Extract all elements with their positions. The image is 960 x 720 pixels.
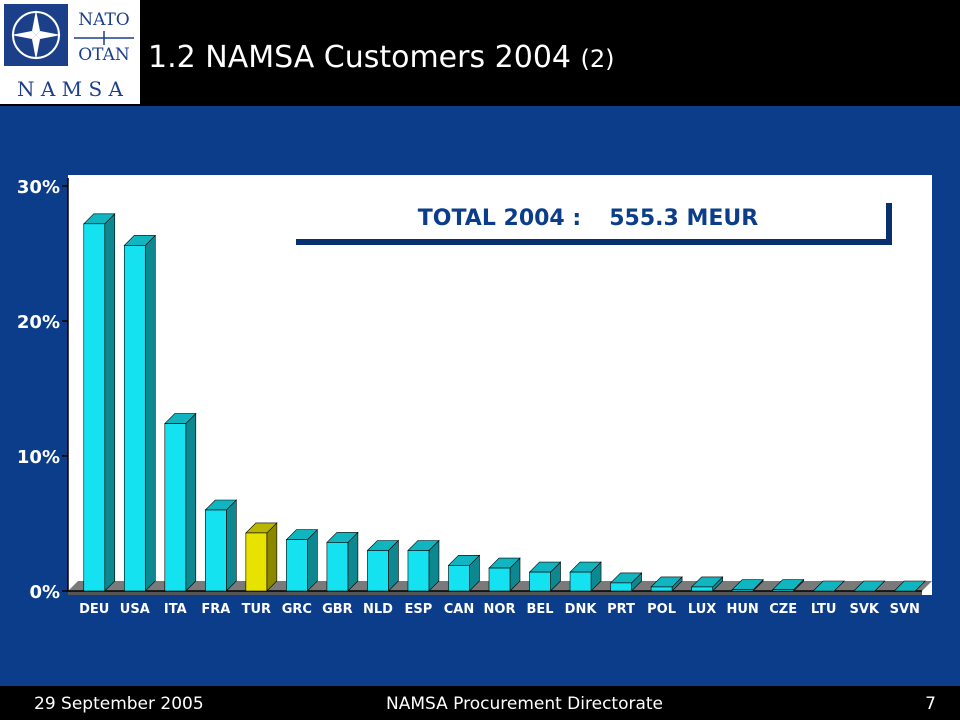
bar-ita bbox=[164, 412, 197, 592]
value-label-deu: 27,2% bbox=[80, 188, 132, 206]
value-label-usa: 25,6% bbox=[121, 209, 173, 227]
footer-date: 29 September 2005 bbox=[34, 694, 204, 714]
x-tick-label-nor: NOR bbox=[484, 602, 516, 617]
bar-esp bbox=[407, 539, 440, 592]
x-tick-label-usa: USA bbox=[120, 602, 150, 617]
x-tick-label-fra: FRA bbox=[201, 602, 230, 617]
value-label-svn: 0% bbox=[904, 555, 929, 573]
x-tick-label-dnk: DNK bbox=[565, 602, 598, 617]
bar-usa bbox=[123, 234, 157, 592]
value-label-hun: 0,1% bbox=[734, 554, 776, 572]
footer-organization: NAMSA Procurement Directorate bbox=[386, 694, 664, 714]
logo-nato-text: NATO bbox=[78, 10, 130, 30]
logo-otan-text: OTAN bbox=[78, 45, 130, 65]
bar-tur bbox=[245, 522, 278, 592]
bar-fra bbox=[204, 499, 238, 592]
bar-svn bbox=[893, 580, 926, 592]
x-tick-label-gbr: GBR bbox=[322, 602, 353, 617]
footer-page-number: 7 bbox=[925, 694, 936, 714]
bar-gbr bbox=[326, 531, 359, 592]
x-tick-label-tur: TUR bbox=[242, 602, 271, 617]
floor-front bbox=[68, 591, 922, 595]
footer-bar: 29 September 2005 NAMSA Procurement Dire… bbox=[0, 686, 960, 720]
x-tick-label-svk: SVK bbox=[849, 602, 879, 617]
x-tick-label-ita: ITA bbox=[164, 602, 187, 617]
value-label-lux: 0,3% bbox=[693, 551, 735, 569]
bar-can bbox=[447, 554, 481, 592]
chart-x-tick-labels: DEU USA ITA FRA TUR GRC GBR NLD ESP CAN NOR BEL DNK P… bbox=[79, 602, 920, 617]
value-label-fra: 6,0% bbox=[207, 474, 249, 492]
bar-bel bbox=[528, 561, 562, 592]
callout-arrow-icon bbox=[246, 356, 326, 450]
bar-dnk bbox=[569, 561, 602, 592]
bar-pol bbox=[650, 576, 683, 592]
total-2004-box: TOTAL 2004 : 555.3 MEUR bbox=[290, 197, 886, 239]
nato-namsa-logo: NATO OTAN N A M S A bbox=[0, 0, 140, 104]
value-label-can: 1,9% bbox=[450, 529, 492, 547]
bar-lux bbox=[690, 576, 724, 592]
x-tick-label-bel: BEL bbox=[526, 602, 553, 617]
page-title: 1.2 NAMSA Customers 2004 (2) bbox=[148, 40, 615, 75]
y-tick-label: 30% bbox=[17, 177, 60, 198]
x-tick-label-grc: GRC bbox=[282, 602, 312, 617]
value-label-cze: 0,1% bbox=[774, 554, 816, 572]
bar-svk bbox=[852, 580, 886, 592]
chart-bars bbox=[83, 213, 926, 592]
x-tick-label-cze: CZE bbox=[769, 602, 797, 617]
value-label-tur: 4,3% bbox=[248, 497, 290, 515]
value-label-prt: 0,6% bbox=[612, 547, 654, 565]
x-tick-label-pol: POL bbox=[647, 602, 676, 617]
page-title-main: 1.2 NAMSA Customers 2004 bbox=[148, 40, 571, 75]
value-label-esp: 3,0% bbox=[410, 515, 452, 533]
total-label: TOTAL 2004 : bbox=[417, 205, 582, 231]
page-title-sub: (2) bbox=[580, 45, 615, 73]
x-tick-label-deu: DEU bbox=[79, 602, 109, 617]
bar-hun bbox=[731, 578, 764, 592]
chart-value-labels: 27,2%25,6%12,4%6,0%4,3%3,8%3,6%3,0%3,0%1… bbox=[80, 188, 929, 573]
x-tick-label-hun: HUN bbox=[726, 602, 758, 617]
value-label-grc: 3,8% bbox=[288, 504, 330, 522]
bar-deu bbox=[83, 213, 116, 592]
bar-nld bbox=[366, 539, 400, 592]
x-tick-label-prt: PRT bbox=[607, 602, 635, 617]
value-label-svk: 0% bbox=[863, 555, 888, 573]
x-tick-label-svn: SVN bbox=[890, 602, 920, 617]
value-label-bel: 1,4% bbox=[531, 536, 573, 554]
value-label-ita: 12,4% bbox=[161, 388, 213, 406]
customers-bar-chart: 27,2%25,6%12,4%6,0%4,3%3,8%3,6%3,0%3,0%1… bbox=[17, 175, 932, 617]
x-tick-label-esp: ESP bbox=[405, 602, 433, 617]
bar-ltu bbox=[812, 580, 845, 592]
value-label-nld: 3,0% bbox=[369, 515, 411, 533]
header-bar: NATO OTAN N A M S A 1.2 NAMSA Customers … bbox=[0, 0, 960, 106]
value-label-gbr: 3,6% bbox=[329, 506, 371, 524]
x-tick-label-can: CAN bbox=[444, 602, 474, 617]
bar-cze bbox=[771, 578, 805, 592]
y-tick-label: 10% bbox=[17, 447, 60, 468]
y-tick-label: 0% bbox=[29, 582, 60, 603]
x-tick-label-nld: NLD bbox=[363, 602, 393, 617]
x-tick-label-ltu: LTU bbox=[811, 602, 837, 617]
bar-prt bbox=[609, 572, 643, 592]
value-label-dnk: 1,4% bbox=[572, 536, 614, 554]
tur-amount-callout: 24.06 MEUR bbox=[238, 316, 387, 341]
total-value: 555.3 MEUR bbox=[609, 205, 759, 231]
logo-namsa-text: N A M S A bbox=[17, 77, 124, 101]
chart-y-tick-labels: 0% 10% 20% 30% bbox=[17, 177, 60, 603]
bar-grc bbox=[285, 528, 319, 592]
bar-nor bbox=[488, 557, 521, 592]
value-label-ltu: 0% bbox=[823, 555, 848, 573]
y-tick-label: 20% bbox=[17, 312, 60, 333]
x-tick-label-lux: LUX bbox=[688, 602, 716, 617]
value-label-pol: 0,3% bbox=[653, 551, 695, 569]
value-label-nor: 1,7% bbox=[491, 532, 533, 550]
